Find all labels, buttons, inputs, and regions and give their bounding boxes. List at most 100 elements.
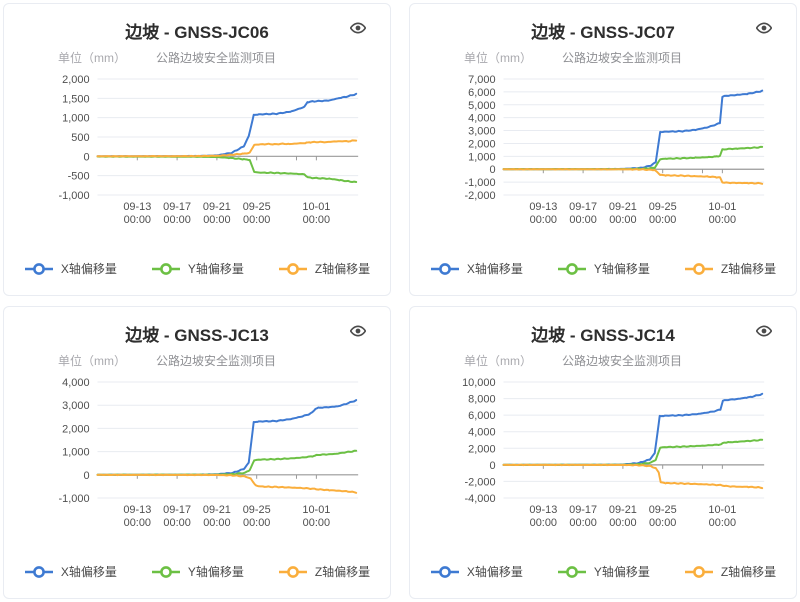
svg-text:00:00: 00:00 bbox=[609, 517, 636, 529]
svg-text:09-17: 09-17 bbox=[163, 504, 191, 516]
chart-subheader: 单位（mm） 公路边坡安全监测项目 bbox=[6, 354, 388, 368]
legend-label: X轴偏移量 bbox=[60, 262, 117, 276]
svg-text:00:00: 00:00 bbox=[163, 214, 190, 226]
svg-text:00:00: 00:00 bbox=[569, 517, 596, 529]
svg-text:00:00: 00:00 bbox=[649, 517, 676, 529]
legend-item-x-axis-offset[interactable]: X轴偏移量 bbox=[24, 260, 117, 277]
svg-text:-2,000: -2,000 bbox=[465, 476, 496, 488]
eye-icon[interactable] bbox=[755, 325, 773, 337]
chart-legend: X轴偏移量 Y轴偏移量 Z轴偏移量 bbox=[412, 563, 794, 590]
svg-text:-1,000: -1,000 bbox=[59, 493, 90, 505]
project-label: 公路边坡安全监测项目 bbox=[156, 51, 277, 65]
line-circle-marker-icon bbox=[151, 262, 180, 275]
legend-label: Z轴偏移量 bbox=[314, 262, 371, 276]
legend-item-z-axis-offset[interactable]: Z轴偏移量 bbox=[278, 260, 370, 277]
legend-item-z-axis-offset[interactable]: Z轴偏移量 bbox=[684, 260, 776, 277]
svg-text:4,000: 4,000 bbox=[62, 377, 89, 389]
svg-text:0: 0 bbox=[83, 151, 89, 163]
svg-text:09-21: 09-21 bbox=[609, 504, 637, 516]
eye-icon[interactable] bbox=[755, 22, 773, 34]
legend-label: Y轴偏移量 bbox=[593, 262, 650, 276]
svg-text:0: 0 bbox=[83, 470, 89, 482]
legend-item-y-axis-offset[interactable]: Y轴偏移量 bbox=[151, 260, 244, 277]
svg-text:09-17: 09-17 bbox=[163, 201, 191, 213]
svg-text:8,000: 8,000 bbox=[468, 394, 495, 406]
svg-text:00:00: 00:00 bbox=[709, 517, 736, 529]
svg-text:09-13: 09-13 bbox=[529, 201, 557, 213]
legend-label: Y轴偏移量 bbox=[187, 565, 244, 579]
line-chart-gnss-jc06[interactable]: 2,0001,5001,0005000-500-1,00009-1300:000… bbox=[6, 69, 388, 227]
legend-item-x-axis-offset[interactable]: X轴偏移量 bbox=[24, 563, 117, 580]
line-chart-gnss-jc07[interactable]: 7,0006,0005,0004,0003,0002,0001,0000-1,0… bbox=[412, 69, 794, 227]
svg-text:09-25: 09-25 bbox=[649, 504, 677, 516]
legend-item-y-axis-offset[interactable]: Y轴偏移量 bbox=[557, 563, 650, 580]
svg-text:-2,000: -2,000 bbox=[465, 190, 496, 202]
legend-item-y-axis-offset[interactable]: Y轴偏移量 bbox=[151, 563, 244, 580]
svg-text:-4,000: -4,000 bbox=[465, 493, 496, 505]
svg-text:00:00: 00:00 bbox=[649, 214, 676, 226]
svg-text:00:00: 00:00 bbox=[530, 517, 557, 529]
chart-legend: X轴偏移量 Y轴偏移量 Z轴偏移量 bbox=[412, 260, 794, 287]
panel-gnss-jc06: 边坡 - GNSS-JC06 单位（mm） 公路边坡安全监测项目 2,000 1,… bbox=[3, 3, 391, 296]
chart-legend: X轴偏移量 Y轴偏移量 Z轴偏移量 bbox=[6, 563, 388, 590]
svg-text:09-13: 09-13 bbox=[529, 504, 557, 516]
chart-legend: X轴偏移量 Y轴偏移量 Z轴偏移量 bbox=[6, 260, 388, 287]
legend-item-x-axis-offset[interactable]: X轴偏移量 bbox=[430, 260, 523, 277]
svg-text:4,000: 4,000 bbox=[468, 427, 495, 439]
legend-label: X轴偏移量 bbox=[466, 565, 523, 579]
svg-text:00:00: 00:00 bbox=[609, 214, 636, 226]
svg-text:2,000: 2,000 bbox=[62, 423, 89, 435]
svg-text:10-01: 10-01 bbox=[302, 504, 330, 516]
legend-label: X轴偏移量 bbox=[60, 565, 117, 579]
legend-label: X轴偏移量 bbox=[466, 262, 523, 276]
panel-gnss-jc14: 边坡 - GNSS-JC14 单位（mm） 公路边坡安全监测项目 10,000 8… bbox=[409, 306, 797, 599]
svg-text:00:00: 00:00 bbox=[303, 214, 330, 226]
svg-text:00:00: 00:00 bbox=[124, 214, 151, 226]
line-circle-marker-icon bbox=[278, 565, 307, 578]
svg-text:6,000: 6,000 bbox=[468, 87, 495, 99]
line-circle-marker-icon bbox=[430, 262, 459, 275]
legend-label: Z轴偏移量 bbox=[314, 565, 371, 579]
line-circle-marker-icon bbox=[684, 565, 713, 578]
svg-text:00:00: 00:00 bbox=[203, 214, 230, 226]
svg-text:6,000: 6,000 bbox=[468, 410, 495, 422]
line-circle-marker-icon bbox=[24, 565, 53, 578]
svg-text:09-25: 09-25 bbox=[243, 201, 271, 213]
legend-item-z-axis-offset[interactable]: Z轴偏移量 bbox=[278, 563, 370, 580]
line-chart-gnss-jc14[interactable]: 10,000 8,000 6,000 4,000 2,000 0 -2,000 -4,000 0… bbox=[412, 372, 794, 530]
svg-text:00:00: 00:00 bbox=[163, 517, 190, 529]
panel-gnss-jc07: 边坡 - GNSS-JC07 单位（mm） 公路边坡安全监测项目 7,000 6,… bbox=[409, 3, 797, 296]
svg-text:10-01: 10-01 bbox=[708, 201, 736, 213]
unit-label: 单位（mm） bbox=[464, 51, 532, 65]
svg-text:-500: -500 bbox=[68, 171, 90, 183]
legend-item-x-axis-offset[interactable]: X轴偏移量 bbox=[430, 563, 523, 580]
panel-gnss-jc13: 边坡 - GNSS-JC13 单位（mm） 公路边坡安全监测项目 4,000 3,… bbox=[3, 306, 391, 599]
svg-text:2,000: 2,000 bbox=[468, 138, 495, 150]
svg-text:09-25: 09-25 bbox=[649, 201, 677, 213]
line-chart-gnss-jc13[interactable]: 4,0003,0002,0001,0000-1,00009-1300:0009-… bbox=[6, 372, 388, 530]
svg-text:0: 0 bbox=[489, 164, 495, 176]
legend-item-z-axis-offset[interactable]: Z轴偏移量 bbox=[684, 563, 776, 580]
line-circle-marker-icon bbox=[557, 262, 586, 275]
panel-title: 边坡 - GNSS-JC07 bbox=[531, 23, 675, 42]
line-circle-marker-icon bbox=[430, 565, 459, 578]
svg-text:10-01: 10-01 bbox=[302, 201, 330, 213]
eye-icon[interactable] bbox=[349, 22, 367, 34]
svg-text:00:00: 00:00 bbox=[124, 517, 151, 529]
svg-text:00:00: 00:00 bbox=[243, 214, 270, 226]
unit-label: 单位（mm） bbox=[464, 354, 532, 368]
svg-text:00:00: 00:00 bbox=[709, 214, 736, 226]
svg-text:09-25: 09-25 bbox=[243, 504, 271, 516]
legend-label: Z轴偏移量 bbox=[720, 262, 777, 276]
chart-subheader: 单位（mm） 公路边坡安全监测项目 bbox=[6, 51, 388, 65]
eye-icon[interactable] bbox=[349, 325, 367, 337]
svg-text:09-17: 09-17 bbox=[569, 504, 597, 516]
svg-text:2,000: 2,000 bbox=[62, 74, 89, 86]
svg-text:500: 500 bbox=[71, 132, 89, 144]
line-circle-marker-icon bbox=[24, 262, 53, 275]
svg-text:2,000: 2,000 bbox=[468, 443, 495, 455]
legend-item-y-axis-offset[interactable]: Y轴偏移量 bbox=[557, 260, 650, 277]
legend-label: Y轴偏移量 bbox=[593, 565, 650, 579]
panel-title: 边坡 - GNSS-JC14 bbox=[531, 326, 675, 345]
svg-text:00:00: 00:00 bbox=[530, 214, 557, 226]
